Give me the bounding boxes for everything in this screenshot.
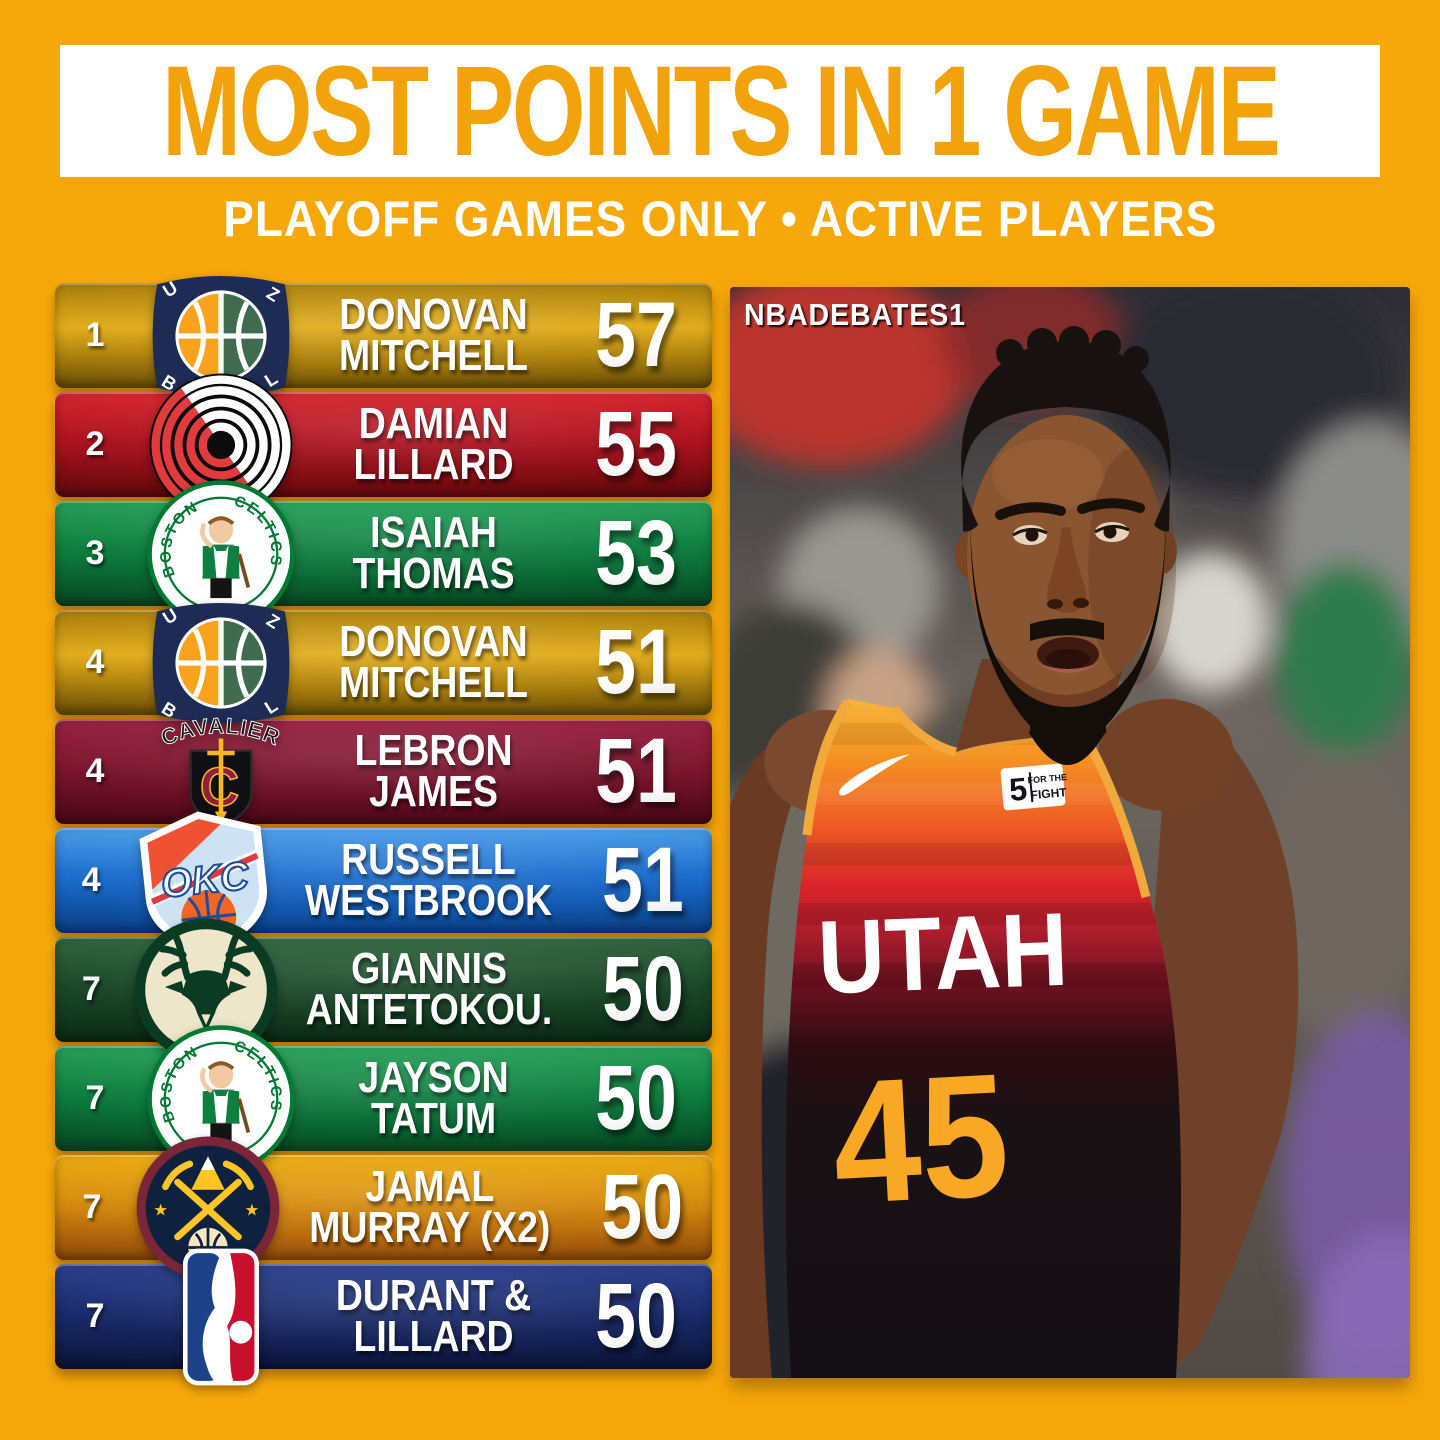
rank-label: 7 (81, 970, 101, 1008)
cavaliers-logo: CAVALIERS C (135, 696, 307, 828)
points-value: 51 (595, 720, 677, 822)
player-name: ISAIAH THOMAS (326, 507, 541, 598)
svg-text:5: 5 (1008, 771, 1029, 808)
player-photo-illustration: 5 FOR THE FIGHT UTAH 45 (730, 287, 1410, 1378)
leaderboard-row: 7 ★ ★ JAMAL MURRAY (X2) 50 (55, 1136, 712, 1279)
points-value: 55 (595, 393, 677, 495)
player-name: JAYSON TATUM (326, 1052, 541, 1143)
leaderboard: 1 U Z B L DONOVAN MITCHELL 57 2 DAMIAN L… (55, 275, 712, 1385)
player-name-line1: RUSSELL (341, 834, 517, 884)
jersey-number: 45 (828, 1038, 1013, 1242)
player-name-line1: DURANT & (335, 1270, 532, 1320)
title-band: MOST POINTS IN 1 GAME (60, 40, 1380, 183)
jersey: 5 FOR THE FIGHT UTAH 45 (785, 699, 1182, 1378)
player-name: DONOVAN MITCHELL (326, 616, 541, 707)
player-left-arm (730, 723, 848, 1378)
points-value: 50 (595, 1265, 677, 1367)
svg-text:★: ★ (245, 1200, 260, 1219)
player-name-line2: WESTBROOK (305, 875, 553, 925)
leaderboard-row: 7 BOSTON CELTICS JAYSON TATUM 50 (55, 1024, 712, 1173)
rank-label: 4 (85, 752, 105, 790)
leaderboard-row: 2 DAMIAN LILLARD 55 (55, 373, 712, 516)
bucks-logo (128, 918, 284, 1061)
player-name-line1: JAYSON (358, 1052, 509, 1102)
thunder-logo: OKC (128, 810, 284, 952)
jersey-team-text: UTAH (816, 892, 1070, 1017)
rank-label: 4 (85, 643, 105, 681)
player-name-line2: MITCHELL (338, 657, 529, 707)
player-name-line2: JAMES (369, 766, 498, 816)
player-name-line1: ISAIAH (370, 507, 497, 557)
points-value: 50 (595, 1047, 677, 1149)
leaderboard-row: 7 DURANT & LILLARD 50 (55, 1248, 712, 1385)
player-name-line2: LILLARD (353, 1311, 514, 1361)
page-title: MOST POINTS IN 1 GAME (161, 39, 1281, 183)
player-name: DONOVAN MITCHELL (326, 289, 541, 380)
player-name: RUSSELL WESTBROOK (305, 834, 553, 925)
watermark: NBADEBATES1 (744, 297, 966, 332)
five-for-the-fight-patch: 5 FOR THE FIGHT (1000, 763, 1068, 811)
player-name-line2: LILLARD (353, 439, 514, 489)
points-value: 51 (602, 829, 685, 931)
leaderboard-row: 4 U Z B L DONOVAN MITCHELL 51 (55, 602, 712, 723)
player: 5 FOR THE FIGHT UTAH 45 (730, 326, 1299, 1378)
player-name: DAMIAN LILLARD (326, 398, 541, 489)
rank-label: 2 (85, 425, 105, 463)
subtitle-text: PLAYOFF GAMES ONLY • ACTIVE PLAYERS (222, 191, 1218, 247)
leaderboard-row: 7 GIANNIS ANTETOKOU. 50 (55, 918, 712, 1061)
rank-label: 7 (85, 1297, 105, 1335)
points-value: 50 (600, 1156, 683, 1258)
points-value: 51 (595, 611, 677, 713)
rank-label: 1 (85, 316, 105, 354)
leaderboard-row: 4 OKC RUSSELL WESTBROOK 51 (55, 810, 712, 952)
leaderboard-row: 4 CAVALIERS C LEBRON JAMES 51 (55, 696, 712, 828)
player-name: JAMAL MURRAY (X2) (309, 1161, 551, 1252)
rank-label: 7 (82, 1188, 102, 1226)
leaderboard-row: 1 U Z B L DONOVAN MITCHELL 57 (55, 275, 712, 396)
points-value: 57 (595, 284, 677, 386)
celtics-logo: BOSTON CELTICS (135, 479, 307, 628)
points-value: 50 (602, 938, 684, 1040)
nba-logo (135, 1248, 307, 1385)
svg-text:OKC: OKC (159, 853, 251, 906)
player-name: GIANNIS ANTETOKOU. (305, 943, 553, 1034)
subtitle: PLAYOFF GAMES ONLY • ACTIVE PLAYERS (0, 190, 1440, 248)
player-name-line1: LEBRON (354, 725, 513, 775)
rank-label: 4 (81, 861, 101, 899)
player-name-line2: THOMAS (352, 548, 515, 598)
jazz-logo: U Z B L (135, 275, 307, 396)
player-name-line2: MURRAY (X2) (309, 1202, 551, 1252)
svg-text:★: ★ (154, 1200, 169, 1219)
player-name-line1: DAMIAN (358, 398, 509, 448)
nike-swoosh-icon (839, 754, 910, 796)
player-name-line1: JAMAL (365, 1161, 495, 1211)
celtics-logo: BOSTON CELTICS (135, 1024, 307, 1173)
svg-text:CAVALIERS: CAVALIERS (145, 696, 284, 751)
player-photo: NBADEBATES1 (730, 287, 1410, 1378)
rank-label: 3 (85, 534, 105, 572)
player-name-line1: DONOVAN (339, 289, 528, 339)
player-name-line2: ANTETOKOU. (305, 984, 553, 1034)
player-name: DURANT & LILLARD (326, 1270, 541, 1361)
svg-text:FIGHT: FIGHT (1030, 785, 1068, 802)
jazz-logo: U Z B L (135, 602, 307, 723)
points-value: 53 (595, 502, 677, 604)
player-name-line1: DONOVAN (339, 616, 528, 666)
player-name-line2: TATUM (370, 1093, 497, 1143)
trail-blazers-logo (135, 373, 307, 516)
rank-label: 7 (85, 1079, 105, 1117)
player-name-line1: GIANNIS (350, 943, 507, 993)
svg-text:FOR THE: FOR THE (1027, 772, 1067, 785)
player-name: LEBRON JAMES (326, 725, 541, 816)
player-name-line2: MITCHELL (338, 330, 529, 380)
leaderboard-row: 3 BOSTON CELTICS ISAIAH THOMAS 53 (55, 479, 712, 628)
player-head (955, 326, 1177, 765)
